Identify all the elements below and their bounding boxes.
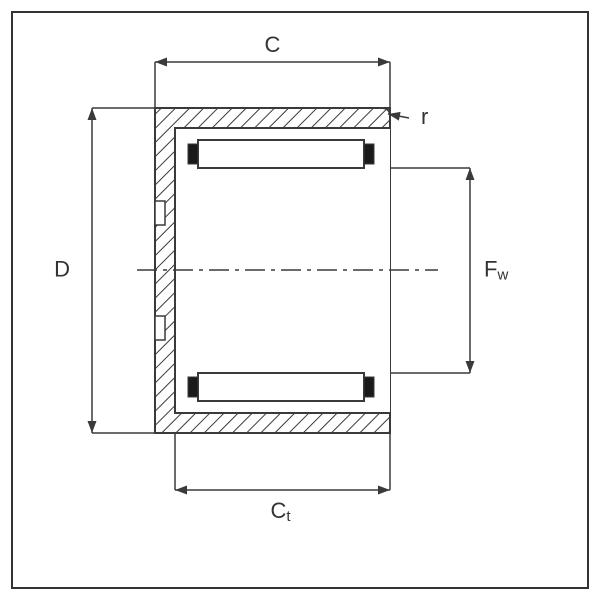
label-Fw: Fw xyxy=(484,256,508,283)
label-Ct-sub: t xyxy=(286,508,291,525)
label-Fw-sub: w xyxy=(496,266,508,283)
label-Ct-main: C xyxy=(271,498,287,523)
label-Fw-main: F xyxy=(484,256,497,281)
notch-left-top xyxy=(155,201,165,225)
cage-bottom-left xyxy=(188,377,198,397)
notch-left-bottom xyxy=(155,316,165,340)
section-drawing xyxy=(137,108,438,433)
label-Ct: Ct xyxy=(271,498,292,525)
cage-top-right xyxy=(364,144,374,164)
roller-top xyxy=(198,140,364,168)
r-leader xyxy=(388,114,409,118)
label-C: C xyxy=(265,32,281,57)
roller-bottom xyxy=(198,373,364,401)
cage-top-left xyxy=(188,144,198,164)
bearing-cross-section-diagram: Cr D Fw Ct xyxy=(0,0,600,600)
label-D: D xyxy=(54,256,70,281)
cage-bottom-right xyxy=(364,377,374,397)
label-r: r xyxy=(421,104,428,129)
